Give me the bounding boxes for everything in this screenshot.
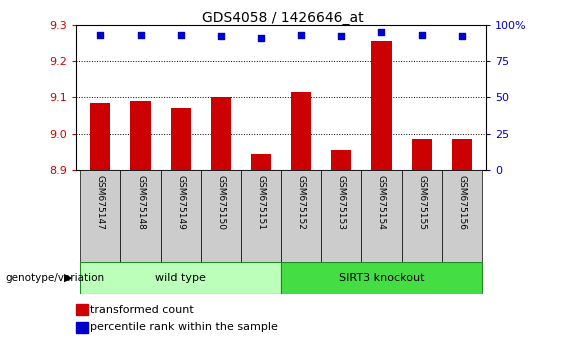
Point (96, 32, 105, 38)
Point (136, 32, 145, 38)
Text: GSM675153: GSM675153 (337, 175, 346, 229)
Text: GSM675156: GSM675156 (457, 175, 466, 229)
Bar (241, 170, 281, 262)
Bar (331, 150, 351, 170)
Bar (291, 92, 311, 170)
Text: wild type: wild type (155, 273, 206, 283)
Point (216, 34, 225, 39)
Text: GSM675155: GSM675155 (417, 175, 426, 229)
Bar (281, 262, 482, 294)
Text: GSM675151: GSM675151 (257, 175, 266, 229)
Point (417, 32, 426, 38)
Text: percentile rank within the sample: percentile rank within the sample (90, 322, 279, 332)
Bar (131, 101, 150, 170)
Text: GSM675152: GSM675152 (297, 175, 306, 229)
Bar (371, 41, 392, 170)
Text: transformed count: transformed count (90, 305, 194, 315)
Bar (362, 170, 402, 262)
Bar (211, 97, 231, 170)
Bar (442, 170, 482, 262)
Bar (321, 170, 362, 262)
Point (297, 32, 306, 38)
Bar (90, 103, 110, 170)
Bar (281, 170, 321, 262)
Bar (80, 262, 281, 294)
Bar (80, 170, 120, 262)
Bar (412, 139, 432, 170)
Text: ▶: ▶ (64, 273, 72, 283)
Text: genotype/variation: genotype/variation (6, 273, 105, 283)
Bar (251, 154, 271, 170)
Bar (452, 139, 472, 170)
Point (176, 32, 185, 38)
Text: GSM675148: GSM675148 (136, 175, 145, 229)
Text: GSM675147: GSM675147 (96, 175, 105, 229)
Point (337, 34, 346, 39)
Text: GDS4058 / 1426646_at: GDS4058 / 1426646_at (202, 11, 363, 25)
Bar (201, 170, 241, 262)
Point (457, 34, 466, 39)
Point (377, 29, 386, 35)
Point (257, 35, 266, 41)
Text: GSM675149: GSM675149 (176, 175, 185, 229)
Text: GSM675150: GSM675150 (216, 175, 225, 229)
Text: SIRT3 knockout: SIRT3 knockout (339, 273, 424, 283)
Bar (120, 170, 160, 262)
Text: GSM675154: GSM675154 (377, 175, 386, 229)
Bar (160, 170, 201, 262)
Bar (171, 108, 191, 170)
Bar (402, 170, 442, 262)
